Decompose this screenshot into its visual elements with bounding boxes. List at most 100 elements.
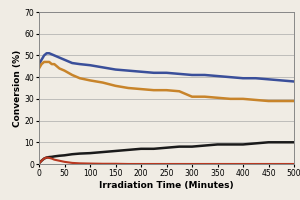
- Y-axis label: Conversion (%): Conversion (%): [13, 49, 22, 127]
- NOx: [78, 77, 82, 79]
- X-axis label: Irradiation Time (Minutes): Irradiation Time (Minutes): [99, 181, 234, 190]
- Line: NO: NO: [39, 53, 294, 81]
- NO: [63, 59, 66, 61]
- NOx: [165, 89, 168, 91]
- NO₂: [190, 145, 194, 148]
- NOx: [190, 95, 194, 98]
- NOx: [127, 87, 130, 89]
- NOx: [178, 90, 181, 92]
- O₃: [127, 163, 130, 165]
- NO: [47, 52, 51, 54]
- NO: [267, 78, 270, 81]
- NO: [52, 54, 56, 57]
- Line: NOx: NOx: [39, 62, 294, 101]
- O₃: [229, 163, 232, 165]
- NO₂: [178, 145, 181, 148]
- O₃: [50, 157, 54, 160]
- NOx: [267, 100, 270, 102]
- NO: [241, 77, 245, 79]
- NOx: [70, 74, 74, 76]
- NO₂: [229, 143, 232, 146]
- O₃: [78, 162, 82, 165]
- O₃: [216, 163, 219, 165]
- NO: [139, 71, 143, 73]
- NO₂: [139, 148, 143, 150]
- O₃: [241, 163, 245, 165]
- NO₂: [37, 162, 41, 165]
- NO₂: [254, 142, 257, 145]
- NO₂: [47, 156, 51, 158]
- O₃: [45, 156, 49, 159]
- NO: [152, 72, 156, 74]
- NO: [229, 76, 232, 78]
- NOx: [280, 100, 283, 102]
- NO: [203, 74, 206, 76]
- NOx: [114, 85, 117, 87]
- NO: [70, 62, 74, 64]
- O₃: [58, 160, 61, 162]
- O₃: [190, 163, 194, 165]
- O₃: [42, 157, 46, 160]
- O₃: [37, 162, 41, 165]
- O₃: [114, 163, 117, 165]
- NOx: [42, 61, 46, 63]
- O₃: [152, 163, 156, 165]
- NO: [58, 56, 61, 59]
- NO: [45, 52, 49, 54]
- NO: [165, 72, 168, 74]
- NOx: [254, 99, 257, 101]
- O₃: [267, 163, 270, 165]
- NOx: [203, 95, 206, 98]
- NO₂: [114, 150, 117, 152]
- NO₂: [101, 151, 105, 153]
- NO: [127, 69, 130, 72]
- NOx: [63, 69, 66, 72]
- NO₂: [127, 149, 130, 151]
- O₃: [254, 163, 257, 165]
- O₃: [101, 163, 105, 165]
- NOx: [241, 98, 245, 100]
- O₃: [52, 158, 56, 161]
- NO: [216, 75, 219, 77]
- NO₂: [216, 143, 219, 146]
- NO₂: [45, 156, 49, 159]
- NOx: [47, 61, 51, 63]
- NO₂: [42, 157, 46, 160]
- NO: [254, 77, 257, 79]
- O₃: [178, 163, 181, 165]
- NO: [40, 59, 44, 61]
- NOx: [88, 79, 92, 82]
- NOx: [40, 63, 44, 65]
- NO₂: [165, 147, 168, 149]
- NO₂: [152, 148, 156, 150]
- O₃: [88, 162, 92, 165]
- O₃: [40, 160, 44, 162]
- O₃: [47, 157, 51, 159]
- NOx: [139, 88, 143, 90]
- NO₂: [292, 141, 296, 143]
- Line: NO₂: NO₂: [39, 142, 294, 163]
- NOx: [45, 61, 49, 63]
- NOx: [52, 63, 56, 65]
- NO: [114, 68, 117, 71]
- NO₂: [50, 156, 54, 158]
- NO: [50, 53, 54, 56]
- NOx: [152, 89, 156, 91]
- NO: [178, 73, 181, 75]
- NO: [101, 66, 105, 69]
- NO: [88, 64, 92, 66]
- NO: [292, 80, 296, 83]
- O₃: [70, 162, 74, 164]
- NO₂: [40, 160, 44, 162]
- NOx: [37, 67, 41, 70]
- NO₂: [203, 144, 206, 147]
- O₃: [280, 163, 283, 165]
- O₃: [139, 163, 143, 165]
- NO₂: [267, 141, 270, 143]
- O₃: [165, 163, 168, 165]
- NO: [42, 54, 46, 57]
- NO: [78, 63, 82, 65]
- NO: [37, 63, 41, 65]
- NO: [280, 79, 283, 82]
- O₃: [203, 163, 206, 165]
